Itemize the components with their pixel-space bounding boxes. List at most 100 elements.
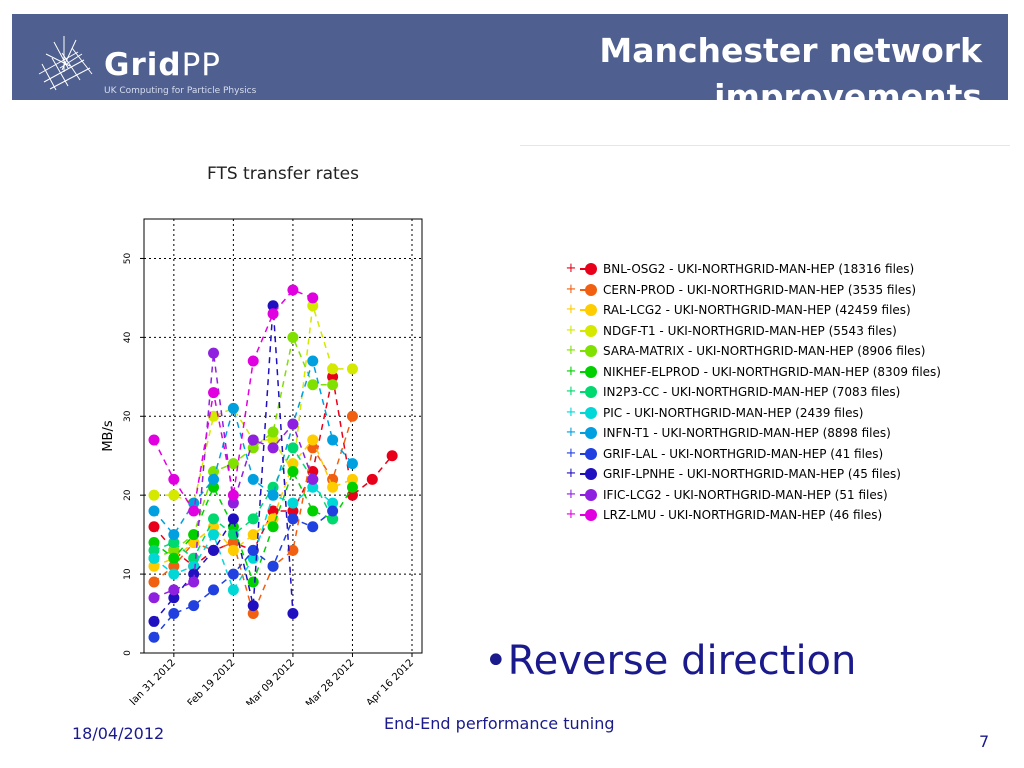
legend-item: + SARA-MATRIX - UKI-NORTHGRID-MAN-HEP (89… bbox=[565, 341, 926, 361]
brand-name: GridPP bbox=[104, 50, 221, 81]
gridpp-logo-icon bbox=[38, 36, 93, 91]
legend-dot-marker bbox=[585, 324, 597, 337]
data-point bbox=[168, 552, 180, 564]
series-line bbox=[153, 289, 314, 514]
data-point bbox=[327, 371, 339, 383]
data-point bbox=[208, 513, 220, 525]
slide-title-line1: Manchester network bbox=[599, 31, 982, 70]
legend-label: RAL-LCG2 - UKI-NORTHGRID-MAN-HEP (42459 … bbox=[603, 303, 911, 317]
data-point bbox=[247, 434, 259, 446]
data-point bbox=[327, 434, 339, 446]
brand-light: PP bbox=[181, 47, 221, 83]
legend-plus-marker: + bbox=[565, 445, 577, 461]
legend-dot-marker bbox=[585, 509, 597, 521]
data-point bbox=[267, 505, 279, 517]
data-point bbox=[208, 544, 220, 556]
legend-line-marker bbox=[580, 309, 588, 311]
legend-dot-marker bbox=[585, 263, 597, 275]
data-point bbox=[307, 442, 319, 454]
data-point bbox=[148, 552, 160, 564]
data-point bbox=[307, 355, 319, 367]
legend-dot-marker bbox=[585, 447, 597, 460]
data-point bbox=[168, 473, 180, 485]
data-point bbox=[366, 473, 378, 485]
data-point bbox=[267, 308, 279, 320]
data-point bbox=[188, 568, 200, 580]
brand-subtitle: UK Computing for Particle Physics bbox=[104, 86, 257, 96]
legend-dot-marker bbox=[585, 468, 597, 480]
chart-title: FTS transfer rates bbox=[207, 164, 359, 184]
legend-label: NIKHEF-ELPROD - UKI-NORTHGRID-MAN-HEP (8… bbox=[603, 364, 941, 379]
data-point bbox=[168, 529, 180, 541]
y-tick-label: 30 bbox=[123, 410, 133, 422]
data-point bbox=[168, 608, 180, 620]
legend-item: + BNL-OSG2 - UKI-NORTHGRID-MAN-HEP (18316… bbox=[565, 259, 925, 279]
data-point bbox=[287, 458, 299, 470]
legend-plus-marker: + bbox=[565, 363, 577, 379]
legend-dot-marker bbox=[585, 345, 597, 357]
data-point bbox=[227, 497, 239, 509]
bullet-point: •Reverse direction bbox=[484, 638, 857, 684]
data-point bbox=[346, 481, 358, 493]
data-point bbox=[148, 489, 160, 501]
legend-plus-marker: + bbox=[565, 404, 577, 420]
data-point bbox=[327, 497, 339, 509]
data-point bbox=[247, 473, 259, 485]
legend-line-marker bbox=[580, 452, 588, 455]
series-line bbox=[153, 416, 354, 616]
legend-line-marker bbox=[580, 411, 588, 414]
data-point bbox=[168, 560, 180, 572]
series-line bbox=[153, 334, 333, 560]
legend-dot-marker bbox=[585, 386, 597, 398]
data-point bbox=[227, 544, 239, 556]
legend-line-marker bbox=[580, 514, 588, 516]
data-point bbox=[208, 387, 220, 399]
data-point bbox=[247, 513, 259, 525]
data-point bbox=[287, 544, 299, 556]
plot-area bbox=[143, 218, 423, 654]
data-point bbox=[227, 537, 239, 549]
data-point bbox=[307, 481, 319, 493]
data-point bbox=[287, 513, 299, 525]
data-point bbox=[307, 292, 319, 304]
data-point bbox=[287, 497, 299, 509]
legend-dot-marker bbox=[585, 283, 597, 296]
legend-line-marker bbox=[580, 350, 588, 352]
data-point bbox=[346, 363, 358, 375]
legend-plus-marker: + bbox=[565, 261, 577, 276]
data-point bbox=[287, 442, 299, 454]
data-point bbox=[346, 458, 358, 470]
data-point bbox=[247, 608, 259, 620]
data-point bbox=[227, 489, 239, 501]
data-point bbox=[267, 434, 279, 446]
legend-plus-marker: + bbox=[565, 486, 577, 502]
legend-label: CERN-PROD - UKI-NORTHGRID-MAN-HEP (3535 … bbox=[603, 282, 917, 297]
legend-item: + NDGF-T1 - UKI-NORTHGRID-MAN-HEP (5543 f… bbox=[565, 321, 925, 341]
legend-line-marker bbox=[580, 268, 588, 270]
series-line bbox=[153, 438, 353, 567]
data-point bbox=[148, 505, 160, 517]
data-point bbox=[307, 473, 319, 485]
slide-title: Manchester network improvements bbox=[599, 28, 982, 120]
y-tick-label: 40 bbox=[123, 331, 133, 343]
legend-label: GRIF-LPNHE - UKI-NORTHGRID-MAN-HEP (45 f… bbox=[603, 467, 901, 481]
data-point bbox=[168, 489, 180, 501]
data-point bbox=[188, 529, 200, 541]
legend-label: LRZ-LMU - UKI-NORTHGRID-MAN-HEP (46 file… bbox=[603, 508, 883, 522]
data-point bbox=[247, 529, 259, 541]
legend-line-marker bbox=[580, 473, 588, 475]
page-number: 7 bbox=[979, 732, 990, 751]
data-point bbox=[148, 434, 160, 446]
data-point bbox=[227, 513, 239, 525]
data-point bbox=[346, 473, 358, 485]
legend-item: + RAL-LCG2 - UKI-NORTHGRID-MAN-HEP (42459… bbox=[565, 300, 925, 320]
data-point bbox=[208, 481, 220, 493]
brand-bold: Grid bbox=[104, 47, 182, 83]
data-point bbox=[148, 560, 160, 572]
data-point bbox=[188, 600, 200, 612]
data-point bbox=[267, 513, 279, 525]
footer-date: 18/04/2012 bbox=[72, 724, 165, 743]
y-tick-label: 20 bbox=[123, 489, 133, 501]
chart-panel: FTS transfer rates 0 10 20 30 40 50 Jan 31 2012… bbox=[84, 133, 432, 710]
data-point bbox=[307, 521, 319, 533]
